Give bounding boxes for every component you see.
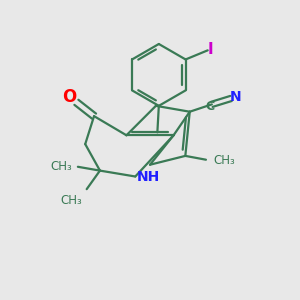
Text: CH₃: CH₃ [213,154,235,167]
Text: C: C [206,100,215,113]
Text: I: I [208,42,213,57]
Text: CH₃: CH₃ [61,194,82,207]
Text: O: O [62,88,76,106]
Text: N: N [230,90,241,104]
Text: CH₃: CH₃ [50,160,72,173]
Text: NH: NH [137,170,160,184]
